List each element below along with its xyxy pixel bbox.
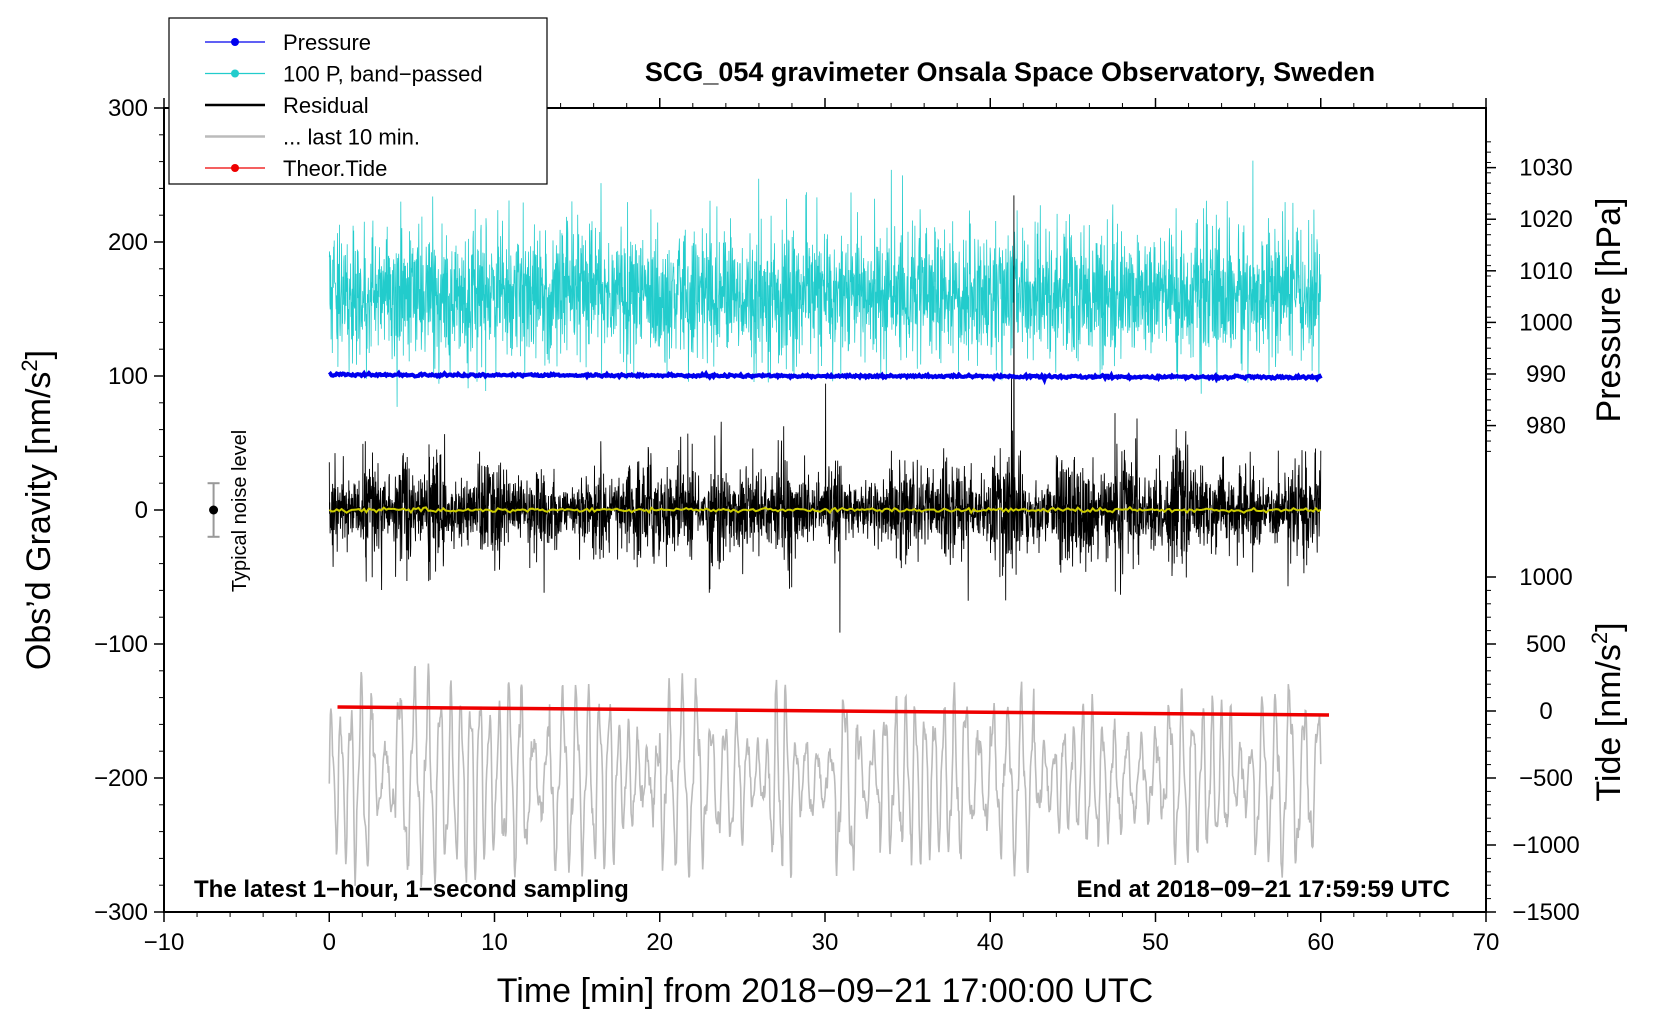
legend-label-2: Residual [283,93,369,118]
y-axis-label-pressure: Pressure [hPa] [1590,198,1628,423]
pressure-tick-label: 1020 [1519,206,1572,233]
y-tick-label: 100 [108,363,148,390]
legend-label-4: Theor.Tide [283,156,387,181]
y-tick-label: 300 [108,95,148,122]
legend-label-0: Pressure [283,30,371,55]
legend-items: Pressure 100 P, band−passed Residual ... la… [205,30,483,181]
annotation-sampling: The latest 1−hour, 1−second sampling [194,876,629,903]
y-tick-label: −200 [94,765,148,792]
x-tick-label: 70 [1473,929,1500,956]
series-theor-tide [337,705,1330,717]
y-tick-label: 0 [135,497,148,524]
y-axis-label-tide-main: Tide [nm/s [1590,644,1628,801]
tide-tick-label: −1500 [1512,899,1579,926]
x-tick-label: 10 [481,929,508,956]
y-tick-label: 200 [108,229,148,256]
pressure-tick-label: 990 [1526,361,1566,388]
y-axis-label-left-sup: 2 [17,359,42,371]
x-tick-label: 30 [812,929,839,956]
annotation-end-time: End at 2018−09−21 17:59:59 UTC [1076,876,1450,903]
y-axis-label-left-end: ] [20,350,58,359]
series-pressure [327,369,1323,386]
x-tick-label: 40 [977,929,1004,956]
tide-tick-label: −500 [1519,765,1573,792]
y-axis-label-tide-sup: 2 [1587,632,1612,644]
legend-box [168,17,548,185]
tide-tick-label: −1000 [1512,832,1579,859]
series-last-10-min [328,663,1322,888]
legend-marker-0 [231,38,239,46]
x-tick-label: 20 [646,929,673,956]
y-axis-label-tide: Tide [nm/s2] [1587,622,1628,801]
x-tick-label: −10 [144,929,185,956]
legend-marker-1 [231,69,239,78]
y-tick-label: −300 [94,899,148,926]
legend: Pressure 100 P, band−passed Residual ... la… [168,17,548,185]
noise-level-label: Typical noise level [229,430,251,592]
y-axis-label-left: Obs’d Gravity [nm/s2] [17,350,58,670]
series-band-passed-pressure [328,160,1322,407]
pressure-tick-label: 1010 [1519,258,1572,285]
pressure-tick-label: 980 [1526,413,1566,440]
noise-bar-center-dot [209,505,219,515]
series-residual [328,195,1322,633]
pressure-tick-label: 1000 [1519,309,1572,336]
tide-tick-label: 500 [1526,631,1566,658]
legend-label-3: ... last 10 min. [283,125,420,150]
series-smoothed-residual [328,505,1322,515]
data-layer [207,160,1330,888]
pressure-tick-label: 1030 [1519,155,1572,182]
x-tick-label: 60 [1307,929,1334,956]
axes-layer: −10 0 10 20 30 40 50 60 703002001000−100−200−300… [94,95,1580,956]
y-axis-label-left-main: Obs’d Gravity [nm/s [20,372,58,671]
y-axis-label-tide-end: ] [1590,622,1628,631]
x-tick-label: 0 [323,929,336,956]
chart-title: SCG_054 gravimeter Onsala Space Observat… [645,57,1375,87]
x-axis-label: Time [min] from 2018−09−21 17:00:00 UTC [497,972,1153,1010]
x-tick-label: 50 [1142,929,1169,956]
legend-label-1: 100 P, band−passed [283,62,483,87]
tide-tick-label: 0 [1539,698,1552,725]
tide-tick-label: 1000 [1519,564,1572,591]
y-tick-label: −100 [94,631,148,658]
legend-marker-4 [231,164,239,172]
